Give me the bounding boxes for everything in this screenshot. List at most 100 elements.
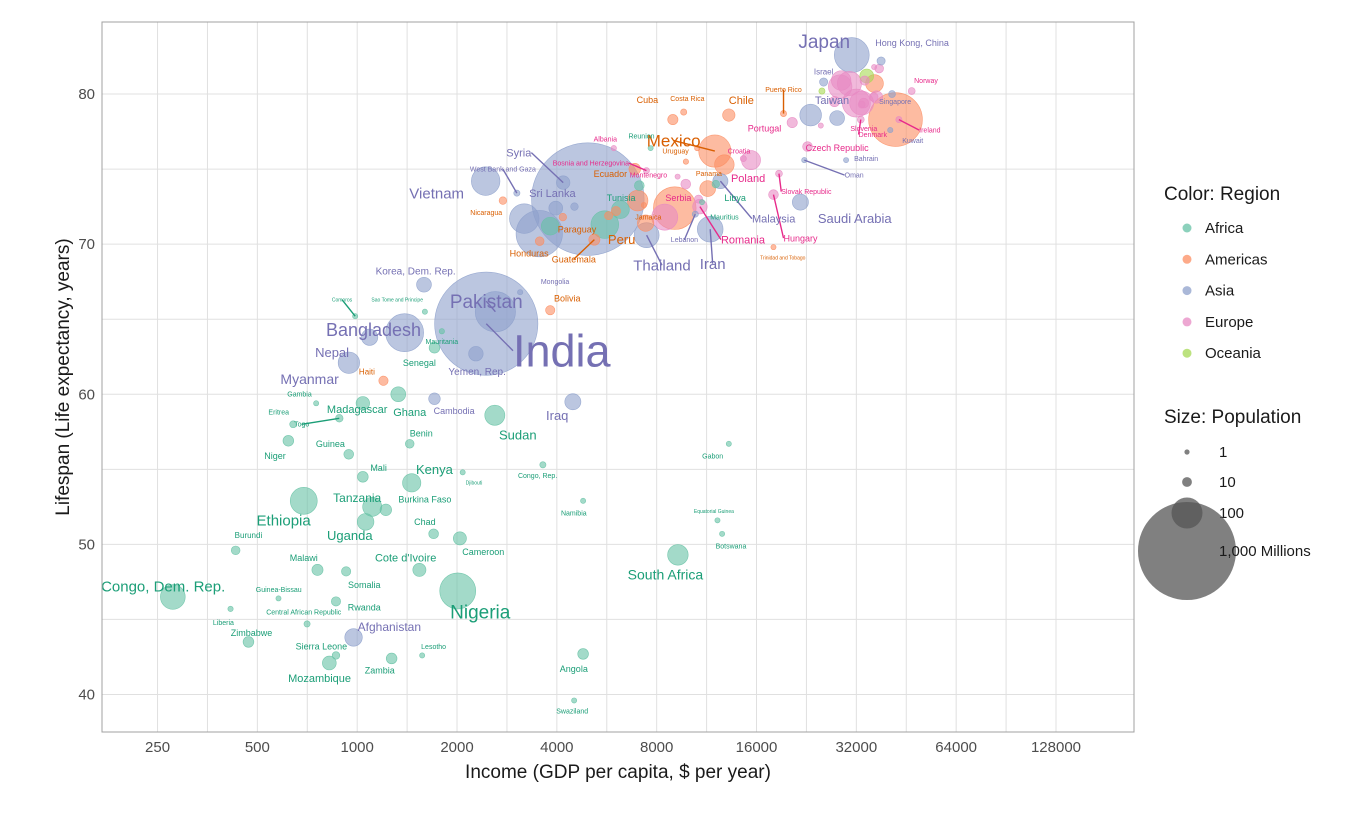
label-west-bank-and-gaza: West Bank and Gaza <box>470 167 536 174</box>
point-congo-dem-rep <box>160 584 186 610</box>
label-jamaica: Jamaica <box>635 215 661 222</box>
point-korea-dem-rep <box>416 276 432 293</box>
point-chad <box>428 528 439 540</box>
point-haiti <box>378 375 389 386</box>
leader-malaysia <box>719 180 753 220</box>
labels-layer: Japan Hong Kong, China Israel Norway Puerto … <box>101 32 949 715</box>
label-panama: Panama <box>696 171 722 178</box>
y-tick-label: 40 <box>78 686 95 703</box>
label-albania: Albania <box>594 137 617 144</box>
point-botswana <box>719 530 726 537</box>
label-pakistan: Pakistan <box>450 292 523 313</box>
label-south-africa: South Africa <box>628 566 704 582</box>
y-axis-title: Lifespan (Life expectancy, years) <box>53 238 74 515</box>
point-nicaragua <box>498 196 507 205</box>
label-zambia: Zambia <box>365 666 395 676</box>
legend-size-circle <box>1137 501 1237 601</box>
point-mauritania <box>438 328 445 335</box>
label-comoros: Comoros <box>332 297 353 303</box>
point-gambia <box>313 400 320 407</box>
leader-thailand <box>645 234 663 266</box>
point-peru <box>637 214 655 232</box>
point-reunion <box>647 145 654 151</box>
y-axis-ticks: 40 50 60 70 80 <box>78 86 95 703</box>
label-iran: Iran <box>700 256 726 273</box>
label-puerto-rico: Puerto Rico <box>765 87 802 94</box>
panel-border <box>101 21 1135 733</box>
point-burundi <box>230 545 241 556</box>
label-bangladesh: Bangladesh <box>326 320 421 340</box>
label-montenegro: Montenegro <box>630 173 667 180</box>
point-burkina-faso <box>379 503 392 516</box>
label-thailand: Thailand <box>633 257 691 274</box>
leader-layer <box>301 89 920 425</box>
label-honduras: Honduras <box>510 248 550 258</box>
label-djibouti: Djibouti <box>466 481 483 487</box>
point-south-africa <box>667 544 689 566</box>
legend-color-title: Color: Region <box>1164 184 1280 205</box>
legend-swatch-americas <box>1182 254 1192 264</box>
label-congo-dem-rep: Congo, Dem. Rep. <box>101 579 225 596</box>
point-costa-rica <box>680 108 688 116</box>
y-tick-label: 60 <box>78 386 95 403</box>
point-afghanistan <box>344 628 363 647</box>
point-mozambique <box>322 655 337 671</box>
label-liberia: Liberia <box>213 620 234 627</box>
label-angola: Angola <box>560 664 588 674</box>
label-lebanon: Lebanon <box>671 237 698 244</box>
point-nepal <box>361 328 379 346</box>
point-new-zealand <box>818 87 826 95</box>
leader-togo <box>301 417 340 425</box>
leader-denmark <box>857 119 862 135</box>
label-lesotho: Lesotho <box>421 644 446 651</box>
point-cote-d-ivoire <box>412 563 427 577</box>
label-romania: Romania <box>721 235 766 247</box>
label-mali: Mali <box>370 463 387 473</box>
label-singapore: Singapore <box>879 99 911 106</box>
point-hong-kong-china <box>876 56 886 66</box>
label-bahrain: Bahrain <box>854 156 878 163</box>
point-guinea <box>343 449 354 460</box>
label-syria: Syria <box>506 147 532 159</box>
label-sri-lanka: Sri Lanka <box>529 188 576 200</box>
label-oman: Oman <box>845 173 864 180</box>
point-panama <box>682 158 689 165</box>
label-chile: Chile <box>729 95 754 107</box>
label-nepal: Nepal <box>315 345 349 360</box>
label-ecuador: Ecuador <box>594 169 628 179</box>
leader-romania <box>699 206 722 241</box>
label-sao-tome-and-principe: Sao Tome and Principe <box>371 297 423 303</box>
label-bosnia-and-herzegovina: Bosnia and Herzegovina <box>553 161 629 168</box>
leader-lebanon <box>683 213 696 240</box>
point-iceland <box>871 64 878 70</box>
label-ethiopia: Ethiopia <box>257 513 312 530</box>
label-mauritius: Mauritius <box>710 215 739 222</box>
point-niger <box>282 435 295 447</box>
label-peru: Peru <box>608 232 635 247</box>
label-serbia: Serbia <box>665 193 691 203</box>
point-hungary <box>768 189 779 200</box>
point-venezuela <box>699 180 716 197</box>
label-gabon: Gabon <box>702 453 723 460</box>
point-turkey <box>651 203 679 231</box>
label-yemen-rep: Yemen, Rep. <box>448 367 505 378</box>
point-myanmar <box>337 351 360 374</box>
leader-guatemala <box>573 239 595 260</box>
label-equatorial-guinea: Equatorial Guinea <box>694 509 734 515</box>
y-tick-label: 70 <box>78 236 95 253</box>
point-zambia <box>385 652 398 665</box>
label-congo-rep: Congo, Rep. <box>518 473 557 480</box>
point-croatia <box>739 155 747 162</box>
point-lesotho <box>419 652 426 659</box>
label-tanzania: Tanzania <box>333 491 381 505</box>
point-cambodia <box>428 392 441 405</box>
x-axis-title: Income (GDP per capita, $ per year) <box>465 762 771 783</box>
leader-pakistan <box>485 300 496 313</box>
point-equatorial-guinea <box>714 517 721 524</box>
point-central-african-republic <box>303 620 311 628</box>
legend-size-label: 1,000 Millions <box>1219 543 1311 560</box>
label-mauritania: Mauritania <box>426 339 459 346</box>
label-slovak-republic: Slovak Republic <box>781 189 832 196</box>
